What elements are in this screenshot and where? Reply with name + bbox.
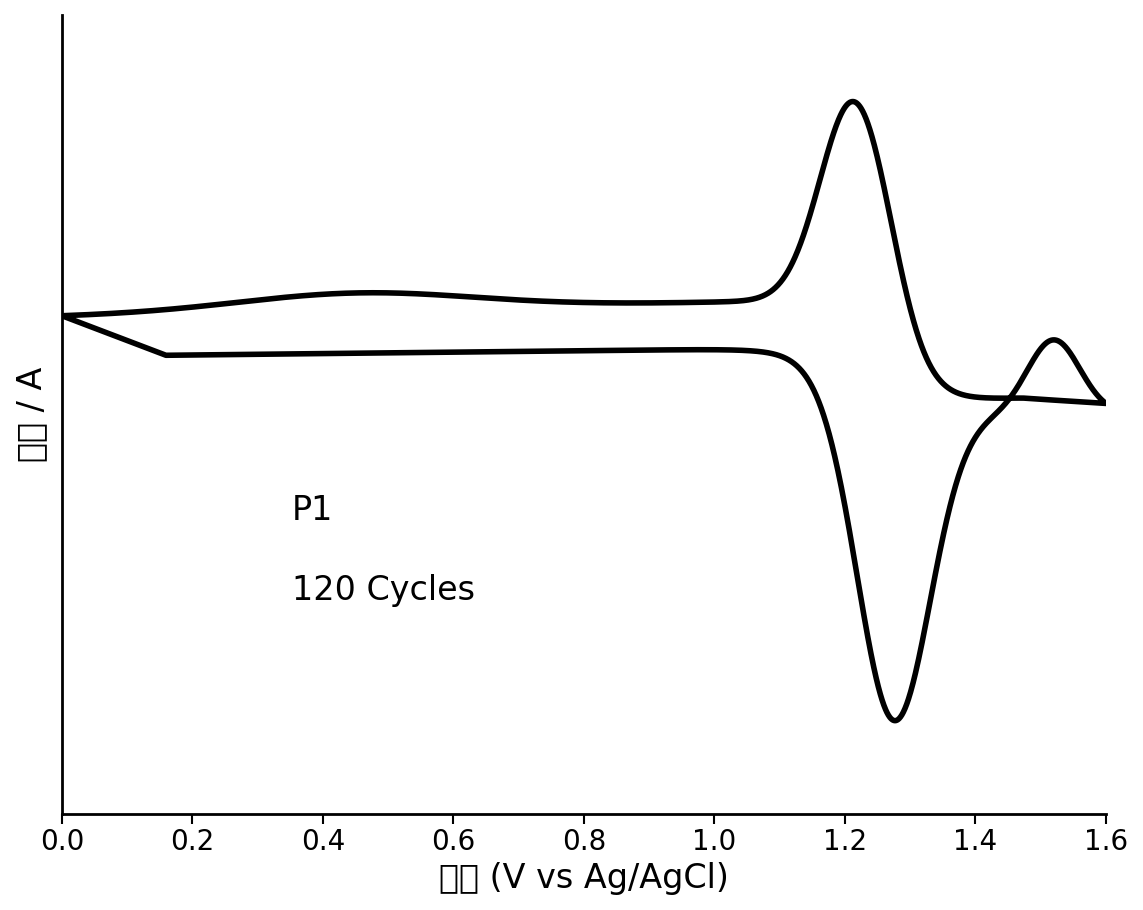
Text: P1: P1	[291, 494, 333, 527]
Y-axis label: 电流 / A: 电流 / A	[15, 367, 48, 462]
Text: 120 Cycles: 120 Cycles	[291, 573, 474, 607]
X-axis label: 电压 (V vs Ag/AgCl): 电压 (V vs Ag/AgCl)	[439, 862, 729, 895]
